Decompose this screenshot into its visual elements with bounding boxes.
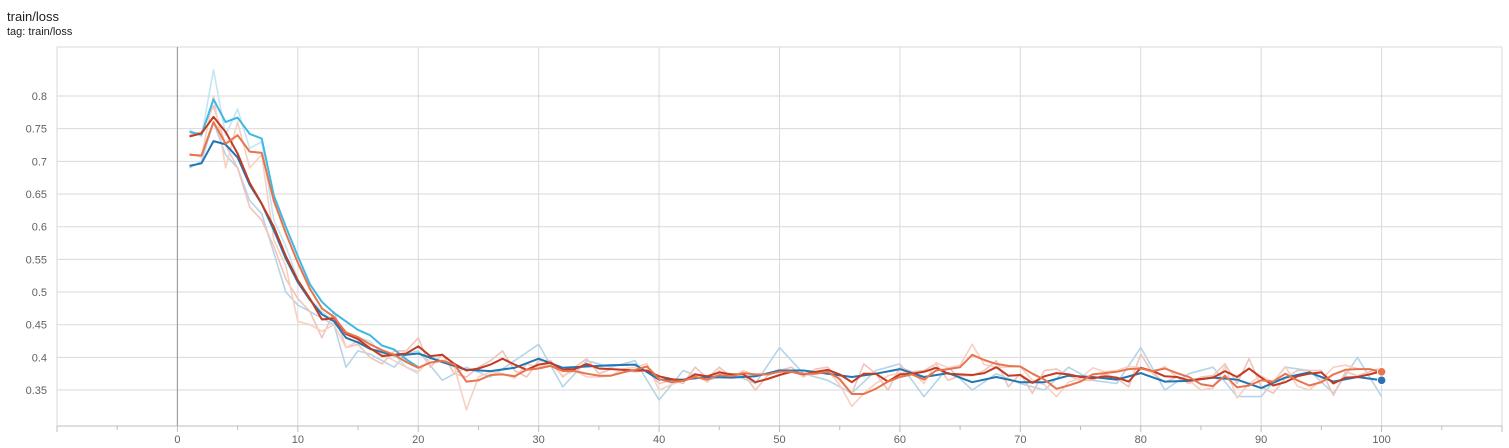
x-tick-label: 60 (894, 434, 906, 446)
y-tick-label: 0.65 (26, 189, 47, 201)
y-tick-label: 0.4 (32, 352, 47, 364)
raw-series-line-1 (189, 121, 1383, 401)
smoothed-series-line-2 (189, 98, 419, 369)
smoothed-series-line-4 (189, 121, 1382, 395)
y-tick-label: 0.8 (32, 91, 47, 103)
chart-axes: 0 10 20 30 40 50 60 70 80 90 100 0.35 0.4 0.45 0.5 0.55… (26, 47, 1503, 446)
y-tick-label: 0.6 (32, 222, 47, 234)
y-tick-label: 0.75 (26, 124, 47, 136)
smoothed-series-group (189, 98, 1382, 395)
smoothed-series-line-1 (189, 140, 1382, 390)
y-tick-label: 0.55 (26, 254, 47, 266)
end-marker-2 (1376, 375, 1387, 385)
x-tick-label: 10 (292, 434, 304, 446)
raw-series-group (189, 69, 1383, 411)
x-tick-label: 80 (1135, 434, 1147, 446)
x-tick-label: 90 (1255, 434, 1267, 446)
raw-series-line-3 (189, 105, 1382, 397)
chart-tag: tag: train/loss (7, 26, 73, 38)
end-marker-1 (1376, 367, 1387, 377)
x-tick-label: 30 (533, 434, 545, 446)
x-tick-label: 50 (773, 434, 785, 446)
x-tick-label: 20 (412, 434, 424, 446)
y-tick-label: 0.35 (26, 385, 47, 397)
x-tick-label: 40 (653, 434, 665, 446)
raw-series-line-4 (189, 95, 1382, 411)
raw-series-line-2 (189, 69, 419, 375)
chart-grid (56, 46, 1503, 426)
y-tick-label: 0.7 (32, 156, 47, 168)
smoothed-series-line-3 (189, 115, 1382, 387)
x-tick-label: 0 (174, 434, 180, 446)
x-tick-label: 100 (1372, 434, 1390, 446)
y-tick-label: 0.45 (26, 320, 47, 332)
end-markers-group (1376, 367, 1387, 385)
chart-title: train/loss (7, 9, 60, 24)
y-tick-label: 0.5 (32, 287, 47, 299)
x-tick-label: 70 (1014, 434, 1026, 446)
